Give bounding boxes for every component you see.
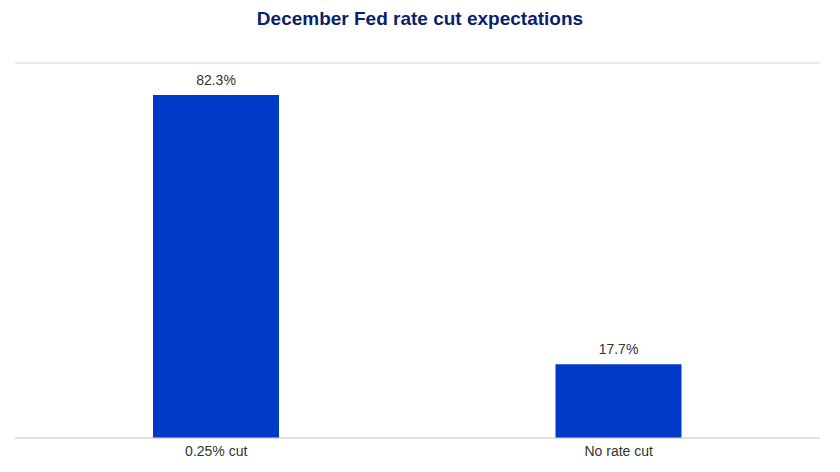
svg-text:No rate cut: No rate cut (585, 443, 654, 459)
svg-text:82.3%: 82.3% (196, 72, 236, 88)
svg-text:0.25% cut: 0.25% cut (185, 443, 247, 459)
html-text:December Fed rate cut expectat: December Fed rate cut expectations (256, 8, 584, 29)
svg-text:17.7%: 17.7% (599, 341, 639, 357)
